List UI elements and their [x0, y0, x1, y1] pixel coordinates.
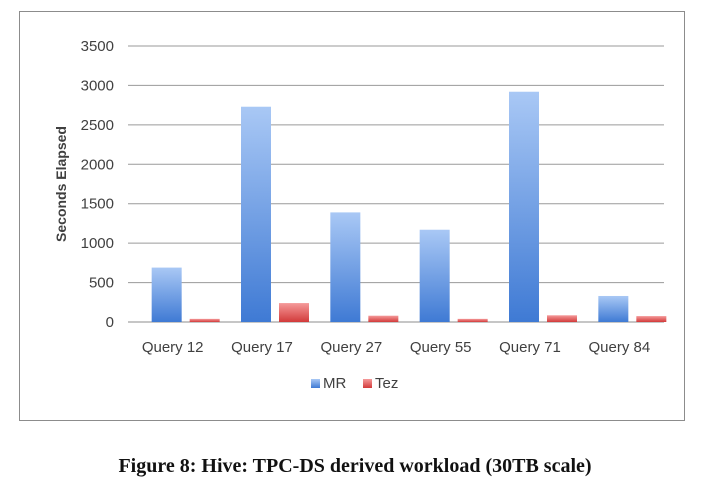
figure-caption: Figure 8: Hive: TPC-DS derived workload … — [118, 455, 592, 477]
y-tick-label: 3000 — [81, 77, 114, 94]
x-tick-labels: Query 12 Query 17 Query 27 Query 55 Query 71… — [142, 339, 650, 356]
y-tick-label: 500 — [89, 275, 114, 292]
x-tick-label: Query 84 — [588, 339, 650, 356]
bars — [151, 91, 667, 322]
legend: MR Tez — [311, 375, 398, 392]
bar-mr-query-84 — [598, 295, 629, 322]
bar-tez-query-12 — [189, 318, 220, 322]
legend-label-tez: Tez — [375, 375, 398, 392]
bar-mr-query-55 — [419, 229, 450, 322]
y-tick-label: 1000 — [81, 235, 114, 252]
legend-label-mr: MR — [323, 375, 346, 392]
bar-tez-query-55 — [457, 318, 488, 322]
x-tick-label: Query 27 — [320, 339, 382, 356]
x-tick-label: Query 71 — [499, 339, 561, 356]
y-tick-label: 1500 — [81, 196, 114, 213]
y-tick-label: 3500 — [81, 38, 114, 55]
x-tick-label: Query 55 — [410, 339, 472, 356]
bar-tez-query-71 — [547, 315, 577, 322]
y-axis-title: Seconds Elapsed — [53, 126, 69, 242]
legend-swatch-tez — [363, 379, 372, 388]
y-tick-labels: 0 500 1000 1500 2000 2500 3000 3500 — [81, 38, 114, 331]
gridlines — [128, 45, 664, 323]
bar-mr-query-17 — [241, 106, 271, 322]
x-tick-label: Query 12 — [142, 339, 204, 356]
legend-swatch-mr — [311, 379, 320, 388]
bar-tez-query-84 — [636, 316, 667, 322]
y-tick-label: 0 — [106, 314, 114, 331]
bar-tez-query-27 — [368, 315, 399, 322]
bar-mr-query-27 — [330, 212, 361, 322]
chart-frame: 0 500 1000 1500 2000 2500 3000 3500 Query 12 Que… — [19, 11, 685, 421]
y-tick-label: 2500 — [81, 117, 114, 134]
bar-mr-query-12 — [151, 267, 182, 322]
bar-tez-query-17 — [279, 303, 309, 322]
y-tick-label: 2000 — [81, 156, 114, 173]
x-tick-label: Query 17 — [231, 339, 293, 356]
bar-mr-query-71 — [509, 91, 539, 322]
